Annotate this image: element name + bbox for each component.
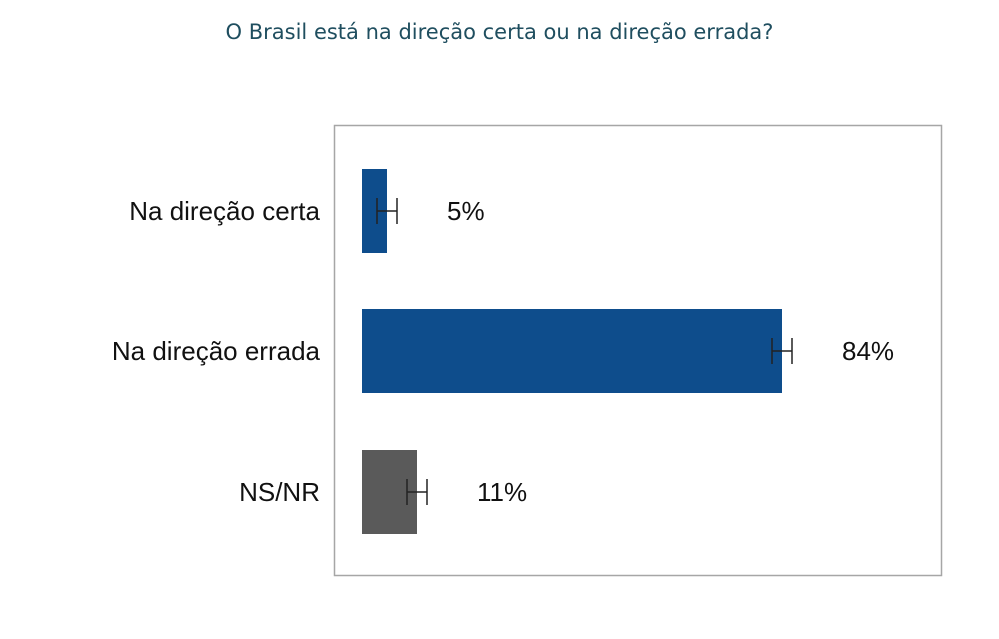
value-label-errada: 84% bbox=[842, 336, 894, 366]
error-bar-certa bbox=[376, 198, 398, 224]
value-label-nsnr: 11% bbox=[477, 477, 527, 507]
bar-errada bbox=[362, 309, 782, 393]
value-label-certa: 5% bbox=[447, 196, 485, 226]
category-label-certa: Na direção certa bbox=[129, 196, 320, 226]
error-bar-errada bbox=[771, 338, 793, 364]
category-label-nsnr: NS/NR bbox=[239, 477, 320, 507]
chart-title: O Brasil está na direção certa ou na dir… bbox=[225, 20, 774, 44]
error-bar-nsnr bbox=[406, 479, 428, 505]
category-label-errada: Na direção errada bbox=[112, 336, 321, 366]
